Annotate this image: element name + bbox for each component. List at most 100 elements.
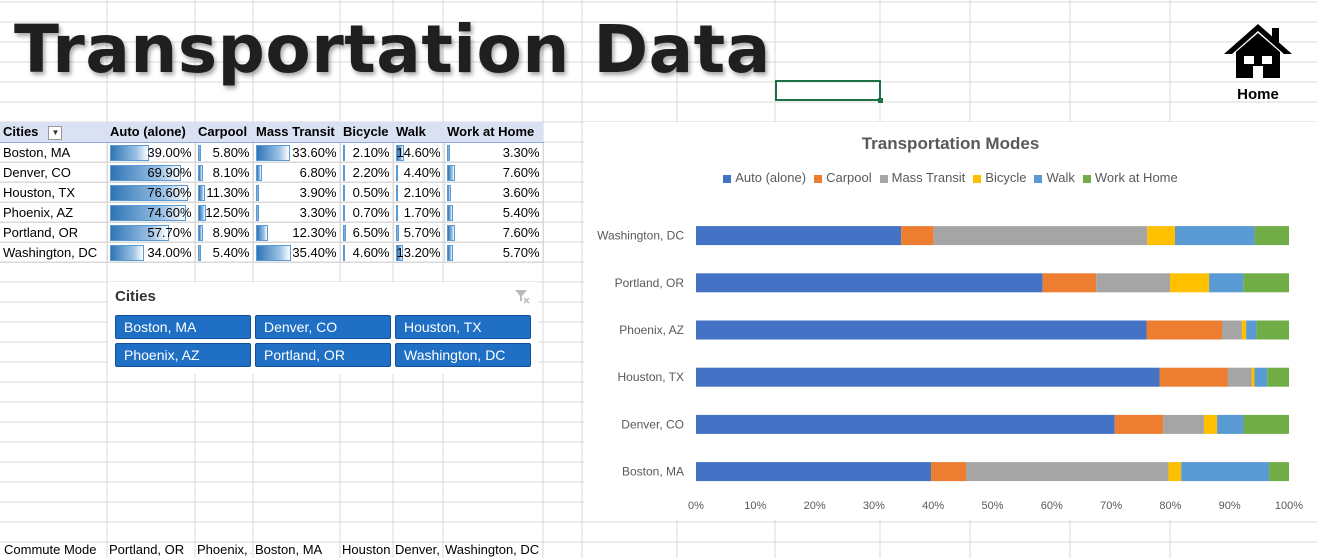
bar-segment[interactable]: [1254, 367, 1268, 387]
value-cell-transit[interactable]: 3.90%: [253, 182, 341, 203]
bar-segment[interactable]: [1267, 367, 1289, 387]
slicer-item[interactable]: Portland, OR: [255, 343, 391, 367]
value-cell-walk[interactable]: 14.60%: [393, 142, 445, 163]
city-cell[interactable]: Phoenix, AZ: [0, 202, 108, 223]
value-cell-transit[interactable]: 12.30%: [253, 222, 341, 243]
header-cities[interactable]: Cities ▼: [0, 122, 107, 143]
bar-segment[interactable]: [1254, 226, 1289, 246]
table-row[interactable]: Phoenix, AZ 74.60% 12.50% 3.30% 0.70% 1.70% 5.…: [0, 202, 544, 223]
selected-cell[interactable]: [775, 80, 881, 101]
value-cell-bicycle[interactable]: 0.70%: [340, 202, 394, 223]
table-row[interactable]: Houston, TX 76.60% 11.30% 3.90% 0.50% 2.10% 3.…: [0, 182, 544, 203]
value-cell-home[interactable]: 3.30%: [444, 142, 544, 163]
bar-segment[interactable]: [933, 226, 1148, 246]
home-button[interactable]: Home: [1222, 20, 1294, 106]
value-cell-walk[interactable]: 5.70%: [393, 222, 445, 243]
value-cell-home[interactable]: 3.60%: [444, 182, 544, 203]
value-cell-home[interactable]: 7.60%: [444, 162, 544, 183]
bar-segment[interactable]: [696, 226, 902, 246]
bar-segment[interactable]: [1221, 320, 1242, 340]
bar-segment[interactable]: [696, 320, 1147, 340]
bar-segment[interactable]: [1146, 320, 1222, 340]
value-cell-bicycle[interactable]: 2.10%: [340, 142, 394, 163]
bar-segment[interactable]: [1174, 226, 1255, 246]
bar-segment[interactable]: [931, 462, 966, 482]
bottom-cell[interactable]: Commute Mode: [4, 542, 97, 557]
clear-filter-icon[interactable]: [514, 288, 530, 304]
value-cell-walk[interactable]: 4.40%: [393, 162, 445, 183]
bar-segment[interactable]: [1203, 414, 1218, 434]
bar-segment[interactable]: [1246, 320, 1257, 340]
slicer-item[interactable]: Washington, DC: [395, 343, 531, 367]
bar-segment[interactable]: [1168, 462, 1182, 482]
bottom-cell[interactable]: Houston, TX: [342, 542, 391, 557]
bar-segment[interactable]: [1163, 414, 1204, 434]
city-cell[interactable]: Houston, TX: [0, 182, 108, 203]
value-cell-auto[interactable]: 74.60%: [107, 202, 196, 223]
slicer-item[interactable]: Phoenix, AZ: [115, 343, 251, 367]
value-cell-walk[interactable]: 13.20%: [393, 242, 445, 263]
bar-segment[interactable]: [965, 462, 1169, 482]
bottom-cell[interactable]: Denver, CO: [395, 542, 441, 557]
bar-segment[interactable]: [1181, 462, 1270, 482]
bottom-cell[interactable]: Phoenix, AZ: [197, 542, 251, 557]
bar-segment[interactable]: [1217, 414, 1244, 434]
bar-segment[interactable]: [1269, 462, 1289, 482]
bar-segment[interactable]: [901, 226, 934, 246]
slicer-item[interactable]: Denver, CO: [255, 315, 391, 339]
filter-dropdown-icon[interactable]: ▼: [48, 125, 63, 140]
value-cell-bicycle[interactable]: 6.50%: [340, 222, 394, 243]
value-cell-carpool[interactable]: 8.10%: [195, 162, 254, 183]
value-cell-bicycle[interactable]: 0.50%: [340, 182, 394, 203]
value-cell-walk[interactable]: 1.70%: [393, 202, 445, 223]
bottom-cell[interactable]: Washington, DC: [445, 542, 540, 557]
value-cell-carpool[interactable]: 5.80%: [195, 142, 254, 163]
value-cell-auto[interactable]: 69.90%: [107, 162, 196, 183]
bar-segment[interactable]: [696, 367, 1160, 387]
bar-segment[interactable]: [696, 414, 1115, 434]
value-cell-home[interactable]: 5.40%: [444, 202, 544, 223]
value-cell-transit[interactable]: 6.80%: [253, 162, 341, 183]
bottom-cell[interactable]: Portland, OR: [109, 542, 185, 557]
slicer-item[interactable]: Boston, MA: [115, 315, 251, 339]
value-cell-home[interactable]: 7.60%: [444, 222, 544, 243]
bar-segment[interactable]: [696, 273, 1043, 293]
city-cell[interactable]: Portland, OR: [0, 222, 108, 243]
bar-segment[interactable]: [1251, 367, 1255, 387]
bar-segment[interactable]: [1042, 273, 1097, 293]
bar-segment[interactable]: [1114, 414, 1164, 434]
value-cell-walk[interactable]: 2.10%: [393, 182, 445, 203]
value-cell-transit[interactable]: 33.60%: [253, 142, 341, 163]
value-cell-auto[interactable]: 57.70%: [107, 222, 196, 243]
table-row[interactable]: Boston, MA 39.00% 5.80% 33.60% 2.10% 14.60% 3.…: [0, 142, 544, 163]
transport-chart[interactable]: Transportation Modes Auto (alone) Carpool…: [584, 122, 1317, 520]
value-cell-carpool[interactable]: 5.40%: [195, 242, 254, 263]
bar-segment[interactable]: [1096, 273, 1171, 293]
bar-segment[interactable]: [1209, 273, 1244, 293]
table-row[interactable]: Portland, OR 57.70% 8.90% 12.30% 6.50% 5.70% 7…: [0, 222, 544, 243]
bar-segment[interactable]: [1170, 273, 1210, 293]
bottom-cell[interactable]: Boston, MA: [255, 542, 323, 557]
value-cell-bicycle[interactable]: 2.20%: [340, 162, 394, 183]
value-cell-carpool[interactable]: 11.30%: [195, 182, 254, 203]
bar-segment[interactable]: [1147, 226, 1175, 246]
value-cell-transit[interactable]: 3.30%: [253, 202, 341, 223]
city-cell[interactable]: Washington, DC: [0, 242, 108, 263]
bar-segment[interactable]: [696, 462, 932, 482]
fill-handle[interactable]: [878, 98, 883, 103]
bar-segment[interactable]: [1243, 414, 1289, 434]
bar-segment[interactable]: [1227, 367, 1252, 387]
value-cell-home[interactable]: 5.70%: [444, 242, 544, 263]
city-cell[interactable]: Denver, CO: [0, 162, 108, 183]
value-cell-auto[interactable]: 34.00%: [107, 242, 196, 263]
value-cell-carpool[interactable]: 12.50%: [195, 202, 254, 223]
bar-segment[interactable]: [1159, 367, 1228, 387]
slicer-item[interactable]: Houston, TX: [395, 315, 531, 339]
value-cell-auto[interactable]: 39.00%: [107, 142, 196, 163]
bar-segment[interactable]: [1243, 273, 1289, 293]
bar-segment[interactable]: [1256, 320, 1289, 340]
table-row[interactable]: Denver, CO 69.90% 8.10% 6.80% 2.20% 4.40% 7.60…: [0, 162, 544, 183]
table-row[interactable]: Washington, DC 34.00% 5.40% 35.40% 4.60% 13.2…: [0, 242, 544, 263]
value-cell-carpool[interactable]: 8.90%: [195, 222, 254, 243]
city-cell[interactable]: Boston, MA: [0, 142, 108, 163]
